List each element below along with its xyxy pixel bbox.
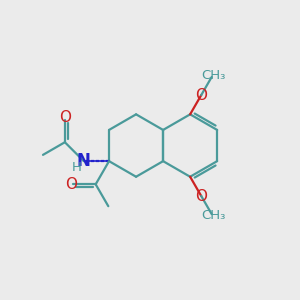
Text: CH₃: CH₃: [201, 69, 225, 82]
Text: O: O: [59, 110, 71, 125]
Text: O: O: [195, 189, 207, 204]
Text: N: N: [77, 152, 91, 170]
Text: O: O: [195, 88, 207, 103]
Text: O: O: [65, 177, 77, 192]
Text: CH₃: CH₃: [201, 209, 225, 222]
Text: H: H: [71, 161, 81, 174]
